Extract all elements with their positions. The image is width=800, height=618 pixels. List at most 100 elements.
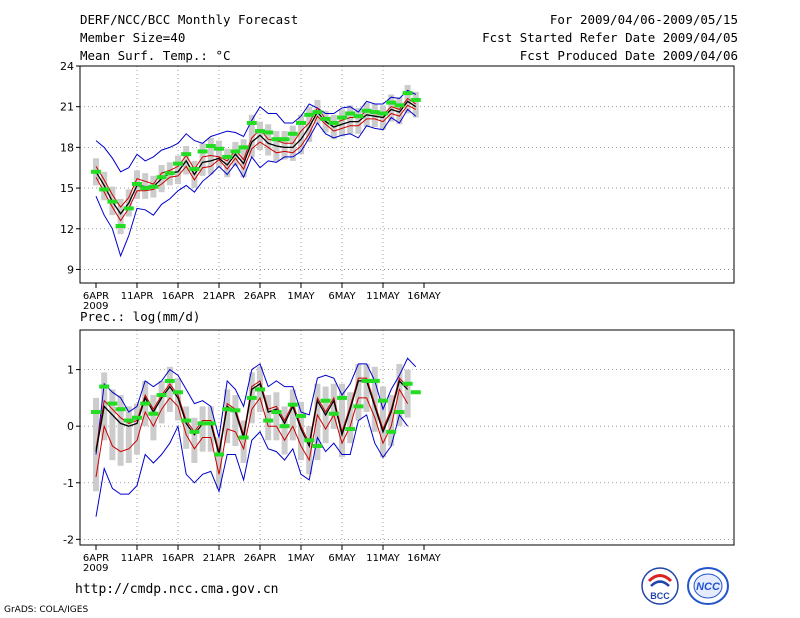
temp-ytick-label: 24 — [60, 60, 74, 73]
temp-climate-mark — [140, 186, 151, 191]
temp-climate-mark — [115, 224, 126, 229]
temp-climate-mark — [222, 154, 233, 159]
prec-ytick-label: 1 — [67, 364, 74, 377]
prec-spread-box — [281, 406, 288, 455]
prec-climate-mark — [263, 418, 274, 423]
temp-xtick-label: 11MAY — [366, 291, 400, 302]
temp-spread-box — [412, 91, 419, 118]
bcc-logo-text: BCC — [650, 591, 670, 601]
temp-climate-mark — [132, 181, 142, 186]
prec-climate-mark — [328, 411, 339, 416]
temp-spread-box — [298, 114, 304, 155]
prec-panel-title: Prec.: log(mm/d) — [80, 309, 200, 324]
temp-year-label: 2009 — [83, 301, 108, 312]
prec-spread-box — [191, 417, 198, 463]
prec-spread-box — [289, 389, 296, 441]
prec-climate-mark — [189, 429, 200, 434]
prec-climate-mark — [353, 404, 364, 409]
prec-ytick-label: 0 — [67, 420, 74, 433]
temp-panel: 9 12 15 18 21 24 6APR 11APR 16APR 21APR 26APR 1MAY 6… — [60, 60, 735, 312]
prec-spread-box — [339, 383, 345, 458]
prec-climate-mark — [287, 402, 298, 407]
variable-label: Mean Surf. Temp.: °C — [80, 48, 231, 63]
footer-url[interactable]: http://cmdp.ncc.cma.gov.cn — [75, 582, 279, 597]
temp-xtick-label: 1MAY — [287, 291, 315, 302]
prec-spread-box — [273, 392, 280, 441]
temp-series-upper — [95, 97, 417, 208]
temp-climate-mark — [394, 103, 405, 108]
prec-spread-box — [199, 406, 206, 452]
prec-climate-mark — [205, 421, 216, 426]
prec-spread-box — [207, 406, 214, 452]
temp-spread-box — [396, 97, 403, 125]
temp-climate-mark — [296, 120, 306, 125]
prec-panel: Prec.: log(mm/d) 1 0 -1 -2 6APR 11APR 16APR 21AP… — [63, 309, 735, 574]
prec-spread-box — [380, 386, 386, 458]
temp-climate-mark — [164, 171, 175, 176]
prec-xtick-label: 11APR — [121, 553, 154, 564]
prec-xtick-label: 1MAY — [287, 553, 315, 564]
chart-title: DERF/NCC/BCC Monthly Forecast — [80, 12, 299, 27]
temp-climate-mark — [337, 115, 347, 120]
temp-climate-mark — [189, 167, 200, 172]
temp-climate-mark — [214, 146, 224, 151]
temp-climate-mark — [230, 149, 241, 154]
temp-ytick-label: 15 — [60, 182, 74, 195]
prec-spread-box — [265, 395, 272, 441]
prec-climate-mark — [214, 452, 224, 457]
prec-climate-mark — [345, 427, 356, 432]
prec-climate-mark — [197, 421, 208, 426]
prec-spread-box — [388, 395, 395, 446]
temp-spread-box — [117, 198, 124, 235]
temp-spread-box — [199, 143, 206, 176]
temp-climate-mark — [91, 169, 101, 174]
prec-plot-frame — [79, 329, 735, 546]
prec-climate-mark — [156, 393, 167, 398]
prec-climate-mark — [238, 435, 249, 440]
prec-climate-mark — [148, 411, 159, 416]
temp-series-max — [95, 89, 417, 173]
prec-spread-box — [166, 366, 173, 413]
prec-spread-box — [125, 406, 132, 463]
temp-climate-mark — [345, 111, 356, 116]
prec-year-label: 2009 — [83, 563, 108, 574]
prec-spread-box — [314, 383, 321, 461]
temp-climate-mark — [304, 112, 315, 117]
temp-climate-mark — [238, 145, 249, 150]
prec-spread-box — [150, 395, 157, 441]
temp-ytick-label: 18 — [60, 141, 74, 154]
prec-spread-box — [93, 397, 99, 492]
temp-spread-box — [371, 103, 378, 128]
temp-xtick-label: 21APR — [203, 291, 236, 302]
temp-climate-mark — [99, 187, 110, 192]
temp-climate-mark — [123, 206, 134, 211]
member-size-label: Member Size=40 — [80, 30, 186, 45]
prec-series-max — [95, 357, 417, 455]
prec-spread-box — [355, 363, 362, 421]
prec-spread-box — [240, 420, 247, 463]
prec-ytick-label: -2 — [63, 533, 74, 546]
temp-xtick-label: 16MAY — [407, 291, 441, 302]
forecast-period: For 2009/04/06-2009/05/15 — [549, 12, 738, 27]
temp-climate-mark — [328, 120, 339, 125]
temp-spread-box — [347, 105, 354, 134]
temp-xtick-label: 26APR — [244, 291, 277, 302]
prec-xtick-label: 6MAY — [328, 553, 356, 564]
ncc-logo-text: NCC — [696, 581, 721, 593]
prec-climate-mark — [246, 395, 257, 400]
temp-climate-mark — [148, 184, 159, 189]
temp-climate-mark — [402, 91, 413, 96]
temp-climate-mark — [361, 108, 372, 113]
prec-spread-box — [158, 380, 165, 424]
temp-ytick-label: 12 — [60, 223, 74, 236]
temp-climate-mark — [255, 129, 265, 134]
prec-climate-mark — [320, 398, 331, 403]
prec-climate-mark — [140, 401, 151, 406]
prec-climate-mark — [386, 429, 397, 434]
temp-climate-mark — [246, 120, 257, 125]
temp-series-min — [95, 108, 417, 258]
temp-spread-box — [248, 114, 255, 157]
prec-climate-mark — [271, 410, 282, 415]
prec-climate-mark — [312, 443, 323, 448]
prec-climate-mark — [230, 408, 241, 413]
